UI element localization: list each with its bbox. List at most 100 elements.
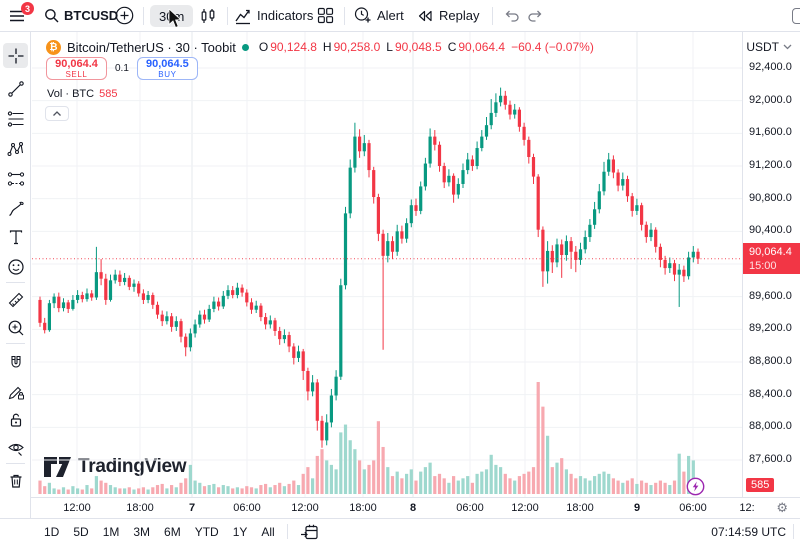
range-button-1d[interactable]: 1D (44, 524, 60, 539)
indicators-button[interactable]: Indicators (234, 0, 313, 31)
symbol-search-button[interactable]: BTCUSD (44, 0, 118, 31)
text-tool-button[interactable] (3, 224, 28, 249)
time-axis-label: 8 (409, 502, 417, 514)
time-axis-label: 06:00 (679, 502, 707, 514)
price-axis-label: 89,200.0 (749, 322, 792, 335)
price-axis[interactable]: 92,400.0 92,000.0 91,600.0 91,200.0 90,800.0… (742, 32, 800, 497)
undo-icon (505, 10, 519, 22)
bar-countdown: 15:00 (749, 260, 777, 272)
time-axis-label: 18:00 (126, 502, 154, 514)
close-value: 90,064.4 (458, 40, 506, 54)
axis-volume-label: 585 (746, 478, 775, 492)
time-axis-label: 06:00 (233, 502, 261, 514)
hide-drawings-icon (7, 443, 24, 456)
chevron-down-icon (783, 44, 792, 50)
price-axis-label: 91,600.0 (749, 126, 792, 139)
emoji-tool-button[interactable] (3, 254, 28, 279)
sell-label: SELL (65, 69, 88, 79)
time-axis[interactable]: ⚙ 12:00 18:00 7 06:00 12:00 18:00 8 06:00 12:00 1… (31, 497, 800, 518)
toolbar-partial-icon[interactable] (792, 8, 800, 24)
time-axis-label: 06:00 (456, 502, 484, 514)
layout-grid-icon (317, 7, 334, 24)
range-button-5d[interactable]: 5D (73, 524, 89, 539)
magnet-tool-button[interactable] (3, 350, 28, 375)
time-axis-label: 12:00 (63, 502, 91, 514)
utc-clock[interactable]: 07:14:59 UTC (711, 524, 786, 539)
price-axis-label: 91,200.0 (749, 159, 792, 171)
price-axis-label: 88,000.0 (749, 420, 792, 433)
replay-button[interactable]: Replay (416, 0, 479, 31)
fib-retracement-tool-button[interactable] (3, 106, 28, 131)
candlestick-chart[interactable] (0, 32, 800, 497)
watermark-text: TradingView (78, 456, 187, 477)
compare-add-button[interactable] (115, 0, 134, 31)
buy-price: 90,064.5 (145, 57, 189, 70)
time-axis-label: 18:00 (349, 502, 377, 514)
spread-value: 0.1 (115, 63, 129, 74)
drawing-mode-button[interactable] (3, 379, 28, 404)
toolbar-divider (793, 524, 794, 539)
zoom-in-tool-button[interactable] (3, 315, 28, 340)
emoji-icon (7, 258, 24, 275)
trade-panel: 90,064.4 SELL 0.1 90,064.5 BUY (46, 57, 198, 80)
time-axis-label: 12:00 (511, 502, 539, 514)
symbol-legend[interactable]: ₿ Bitcoin/TetherUS · 30 · Toobit O 90,124… (46, 38, 594, 56)
drawing-toolbar (0, 32, 31, 518)
ruler-tool-button[interactable] (3, 287, 28, 312)
low-label: L (386, 40, 393, 54)
magnet-icon (10, 355, 21, 368)
candles-icon (201, 8, 215, 23)
crosshair-tool-button[interactable] (3, 43, 28, 68)
toolbar-divider (286, 524, 288, 539)
range-button-all[interactable]: All (261, 524, 275, 539)
xabcd-pattern-tool-button[interactable] (3, 136, 28, 161)
fib-retracement-icon (7, 110, 23, 127)
range-button-3m[interactable]: 3M (133, 524, 151, 539)
low-value: 90,048.5 (394, 40, 442, 54)
time-axis-label: 7 (188, 502, 196, 514)
range-button-ytd[interactable]: YTD (194, 524, 219, 539)
high-label: H (322, 40, 332, 54)
tradingview-watermark: TradingView (44, 456, 187, 478)
alert-button[interactable]: Alert (353, 0, 404, 31)
replay-label: Replay (439, 8, 480, 23)
trend-line-tool-button[interactable] (3, 76, 28, 101)
symbol-search-text: BTCUSD (64, 8, 119, 23)
layout-grid-button[interactable] (317, 0, 334, 31)
volume-legend[interactable]: Vol · BTC 585 (47, 88, 117, 100)
buy-button[interactable]: 90,064.5 BUY (136, 57, 198, 80)
alert-clock-icon (354, 7, 371, 23)
lightning-icon[interactable] (686, 477, 705, 496)
brush-tool-button[interactable] (3, 196, 28, 221)
range-button-1m[interactable]: 1M (102, 524, 120, 539)
symbol-title: Bitcoin/TetherUS · 30 · Toobit (67, 39, 236, 55)
close-label: C (447, 40, 457, 54)
current-price-value: 90,064.4 (749, 246, 792, 258)
lock-tool-button[interactable] (3, 407, 28, 432)
undo-button[interactable] (503, 0, 520, 31)
hide-drawings-button[interactable] (3, 435, 28, 460)
gear-icon[interactable]: ⚙ (776, 501, 788, 516)
sell-button[interactable]: 90,064.4 SELL (46, 57, 107, 80)
date-range-buttons: 1D 5D 1M 3M 6M YTD 1Y All (44, 525, 275, 539)
forecast-tool-button[interactable] (3, 166, 28, 191)
toolbar-divider (6, 463, 25, 464)
replay-icon (418, 10, 432, 21)
redo-button[interactable] (527, 0, 544, 31)
currency-selector[interactable]: USDT (746, 40, 792, 54)
chart-style-button[interactable] (199, 0, 217, 31)
toolbar-divider (143, 7, 144, 25)
range-button-1y[interactable]: 1Y (232, 524, 248, 539)
time-axis-label: 12: (739, 502, 755, 514)
trend-line-icon (7, 80, 24, 97)
calendar-goto-icon (300, 524, 318, 539)
remove-drawings-button[interactable] (3, 468, 28, 493)
collapse-pane-button[interactable] (45, 106, 69, 121)
price-axis-label: 87,600.0 (749, 453, 792, 465)
redo-icon (528, 10, 542, 22)
time-axis-label: 18:00 (566, 502, 594, 514)
go-to-date-button[interactable] (300, 523, 319, 541)
xabcd-pattern-icon (7, 141, 23, 156)
range-button-6m[interactable]: 6M (164, 524, 181, 539)
